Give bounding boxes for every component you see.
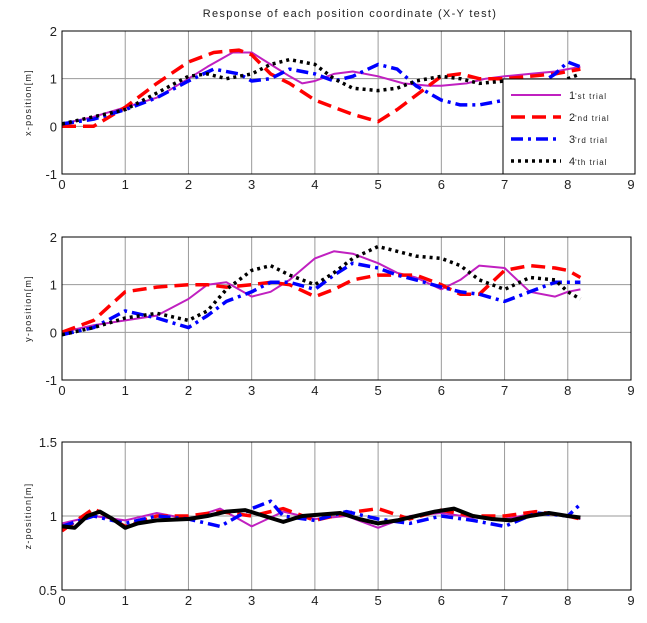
- x-tick-label: 4: [311, 593, 318, 608]
- x-tick-label: 9: [627, 383, 634, 398]
- legend-label-sub: 'st trial: [575, 92, 607, 101]
- x-tick-label: 6: [438, 383, 445, 398]
- legend-label-sub: 'rd trial: [575, 136, 608, 145]
- x-tick-label: 0: [58, 593, 65, 608]
- y-tick-label: -1: [45, 167, 57, 182]
- x-tick-label: 9: [627, 177, 634, 192]
- x-tick-label: 1: [122, 593, 129, 608]
- z-position-panel: 0 1 2 3 4 5 6 7 8 9 0.5 1 1.5 z-position[m]: [23, 435, 635, 608]
- legend-label-main: 1: [569, 90, 575, 102]
- x-tick-label: 6: [438, 593, 445, 608]
- y-tick-label: 1.5: [39, 435, 57, 450]
- x-tick-label: 1: [122, 383, 129, 398]
- x-tick-label: 8: [564, 177, 571, 192]
- legend-label-sub: 'th trial: [575, 158, 607, 167]
- x-tick-label: 6: [438, 177, 445, 192]
- x-tick-label: 3: [248, 177, 255, 192]
- series-line-1: [62, 250, 581, 334]
- series-line-2: [62, 48, 581, 129]
- y-tick-label: 2: [50, 24, 57, 39]
- x-tick-label: 8: [564, 383, 571, 398]
- x-tick-label: 2: [185, 383, 192, 398]
- x-tick-label: 1: [122, 177, 129, 192]
- y-tick-label: 0.5: [39, 583, 57, 598]
- series-group: [62, 244, 582, 337]
- x-tick-label: 9: [627, 593, 634, 608]
- x-tick-label: 7: [501, 177, 508, 192]
- x-tick-label: 5: [374, 593, 381, 608]
- axes-frame: [61, 236, 632, 381]
- legend-label-1: 1'st trial: [569, 90, 607, 102]
- x-tick-label: 4: [311, 383, 318, 398]
- x-tick-label: 7: [501, 593, 508, 608]
- y-axis-label: y-position[m]: [23, 275, 33, 342]
- y-tick-label: 1: [50, 278, 57, 293]
- x-tick-label: 8: [564, 593, 571, 608]
- y-axis-label: x-position[m]: [23, 69, 33, 136]
- x-tick-label: 2: [185, 177, 192, 192]
- y-tick-label: 1: [50, 72, 57, 87]
- legend-label-sub: 'nd trial: [575, 114, 610, 123]
- y-tick-label: 0: [50, 119, 57, 134]
- x-tick-label: 3: [248, 593, 255, 608]
- y-tick-label: 1: [50, 509, 57, 524]
- chart-title: Response of each position coordinate (X-…: [203, 8, 497, 20]
- y-axis-label: z-position[m]: [23, 483, 33, 550]
- x-tick-label: 7: [501, 383, 508, 398]
- legend-label-main: 4: [569, 156, 575, 168]
- legend-label-3: 3'rd trial: [569, 134, 608, 146]
- series-line-1: [62, 51, 581, 125]
- y-tick-label: 0: [50, 325, 57, 340]
- x-tick-label: 2: [185, 593, 192, 608]
- x-tick-label: 5: [374, 177, 381, 192]
- legend-label-4: 4'th trial: [569, 156, 607, 168]
- y-tick-label: 2: [50, 230, 57, 245]
- x-tick-label: 0: [58, 177, 65, 192]
- y-tick-label: -1: [45, 373, 57, 388]
- plot-area: [62, 237, 631, 380]
- series-line-4: [62, 506, 581, 530]
- x-tick-label: 0: [58, 383, 65, 398]
- series-line-2: [62, 263, 582, 334]
- legend-label-main: 2: [569, 112, 575, 124]
- legend-label-main: 3: [569, 134, 575, 146]
- x-tick-label: 5: [374, 383, 381, 398]
- legend: 1'st trial 2'nd trial 3'rd trial 4'th trial: [502, 78, 636, 175]
- x-tick-label: 3: [248, 383, 255, 398]
- series-group: [62, 499, 582, 533]
- axes-frame: [61, 441, 632, 591]
- series-line-3: [62, 261, 581, 337]
- x-tick-label: 4: [311, 177, 318, 192]
- legend-label-2: 2'nd trial: [569, 112, 610, 124]
